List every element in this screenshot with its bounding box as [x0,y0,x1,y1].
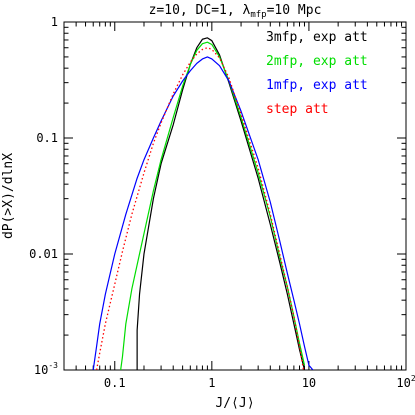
x-tick-label: 1 [208,376,215,390]
y-tick-label: 0.1 [36,131,58,145]
series-layer [92,37,314,370]
x-axis-label: J/⟨J⟩ [215,396,254,411]
legend-entry: 2mfp, exp att [266,54,368,69]
x-tick-label: 0.1 [104,376,126,390]
legend-entry: step att [266,102,329,117]
axis-ticks [63,21,407,371]
x-tick-labels: 0.1 1 10 102 [104,374,415,390]
series-line-2 [92,56,314,370]
y-tick-labels: 1 0.1 0.01 10-3 [29,15,58,377]
chart-title: z=10, DC=1, λmfp=10 Mpc [149,3,322,20]
y-axis-label: dP(>X)/dlnX [1,153,16,239]
y-tick-label: 10-3 [34,361,58,377]
legend-entry: 3mfp, exp att [266,30,368,45]
y-tick-label: 1 [51,15,58,29]
y-tick-label: 0.01 [29,247,58,261]
series-line-0 [136,37,306,370]
series-line-1 [120,41,306,370]
legend-entry: 1mfp, exp att [266,78,368,93]
plot-frame [63,21,407,371]
series-line-3 [95,47,305,370]
x-tick-label: 10 [302,376,316,390]
x-tick-label: 102 [396,374,415,390]
legend: 3mfp, exp att 2mfp, exp att 1mfp, exp att s… [266,30,368,117]
